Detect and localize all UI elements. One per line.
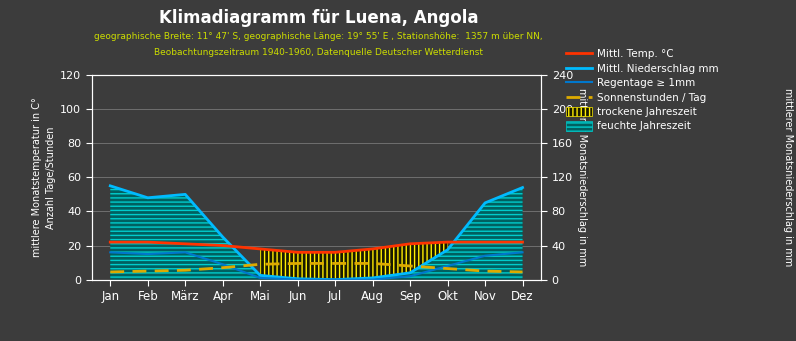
Text: mittlerer Monatsniederschlag in mm: mittlerer Monatsniederschlag in mm bbox=[783, 88, 793, 266]
Text: geographische Breite: 11° 47' S, geographische Länge: 19° 55' E , Stationshöhe: : geographische Breite: 11° 47' S, geograp… bbox=[94, 32, 543, 41]
Text: Beobachtungszeitraum 1940-1960, Datenquelle Deutscher Wetterdienst: Beobachtungszeitraum 1940-1960, Datenque… bbox=[154, 48, 483, 57]
Text: Klimadiagramm für Luena, Angola: Klimadiagramm für Luena, Angola bbox=[158, 9, 478, 27]
Legend: Mittl. Temp. °C, Mittl. Niederschlag mm, Regentage ≥ 1mm, Sonnenstunden / Tag, t: Mittl. Temp. °C, Mittl. Niederschlag mm,… bbox=[563, 46, 721, 135]
Y-axis label: mittlerer Monatsniederschlag in mm: mittlerer Monatsniederschlag in mm bbox=[577, 88, 587, 266]
Y-axis label: mittlere Monatstemperatur in C°
Anzahl Tage/Stunden: mittlere Monatstemperatur in C° Anzahl T… bbox=[32, 98, 56, 257]
